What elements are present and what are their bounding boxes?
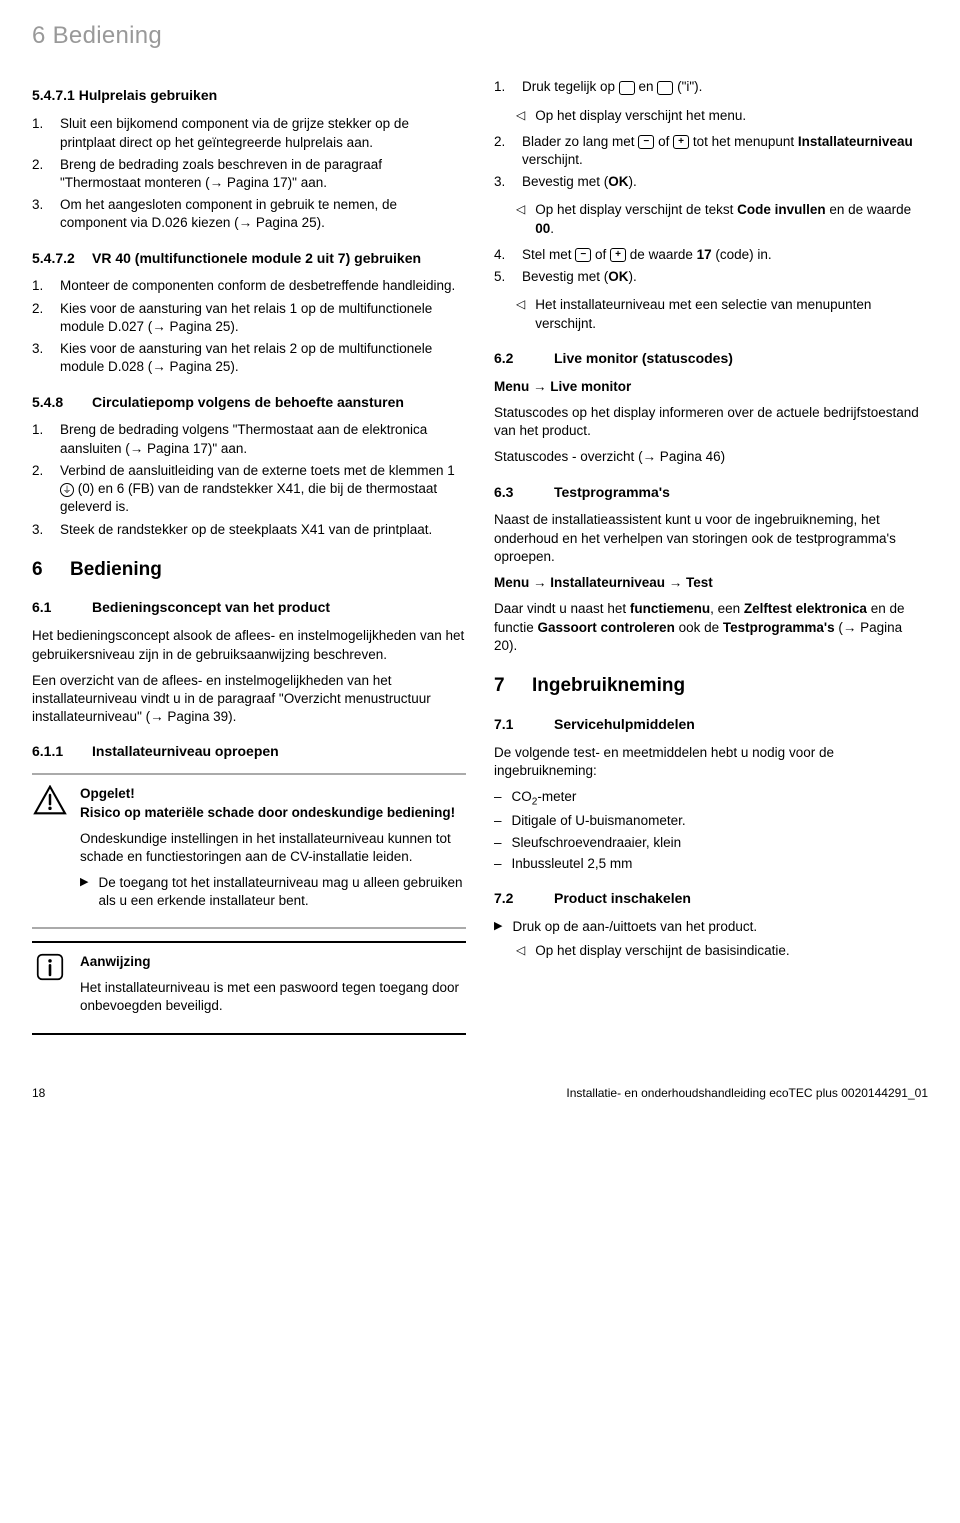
heading-548: 5.4.8 Circulatiepomp volgens de behoefte… — [32, 393, 466, 412]
list-tools: CO2-meter Ditigale of U-buismanometer. S… — [494, 788, 928, 873]
item: Sluit een bijkomend component via de gri… — [60, 115, 466, 151]
plus-icon: + — [673, 135, 689, 149]
list-item: CO2-meter — [512, 788, 577, 809]
paragraph: De volgende test- en meetmiddelen hebt u… — [494, 744, 928, 780]
heading-61: 6.1 Bedieningsconcept van het product — [32, 598, 466, 617]
page-footer: 18 Installatie- en onderhoudshandleiding… — [32, 1077, 928, 1101]
item: Kies voor de aansturing van het relais 2… — [60, 340, 466, 376]
item: Breng de bedrading volgens "Thermostaat … — [60, 421, 466, 457]
item: Breng de bedrading zoals beschreven in d… — [60, 156, 466, 192]
heading-611: 6.1.1 Installateurniveau oproepen — [32, 742, 466, 761]
heading-63: 6.3 Testprogramma's — [494, 483, 928, 502]
heading-5472: 5.4.7.2 VR 40 (multifunctionele module 2… — [32, 249, 466, 268]
warning-callout: Opgelet! Risico op materiële schade door… — [32, 773, 466, 928]
list-installer-steps: 1. Druk tegelijk op en ("i"). — [494, 78, 928, 96]
heading-5471: 5.4.7.1 Hulprelais gebruiken — [32, 86, 466, 105]
heading-62: 6.2 Live monitor (statuscodes) — [494, 349, 928, 368]
button-icon — [619, 81, 635, 95]
menu-path: Menu → Installateurniveau → Test — [494, 574, 928, 592]
list-item: Ditigale of U-buismanometer. — [512, 812, 686, 830]
paragraph: Het bedieningsconcept alsook de aflees- … — [32, 627, 466, 663]
list-item: Inbussleutel 2,5 mm — [512, 855, 633, 873]
action: Druk op de aan-/uittoets van het product… — [512, 918, 757, 936]
paragraph: Daar vindt u naast het functiemenu, een … — [494, 600, 928, 655]
step: Bevestig met (OK). — [522, 173, 928, 191]
warning-action: De toegang tot het installateurniveau ma… — [98, 874, 466, 910]
minus-icon: − — [575, 248, 591, 262]
result: Op het display verschijnt de basisindica… — [535, 942, 789, 960]
heading-71: 7.1 Servicehulpmiddelen — [494, 715, 928, 734]
item: Steek de randstekker op de steekplaats X… — [60, 521, 466, 539]
paragraph: Statuscodes op het display informeren ov… — [494, 404, 928, 440]
plus-icon: + — [610, 248, 626, 262]
item: Kies voor de aansturing van het relais 1… — [60, 300, 466, 336]
list-item: Sleufschroevendraaier, klein — [512, 834, 682, 852]
warning-title: Opgelet! — [80, 785, 466, 803]
heading-72: 7.2 Product inschakelen — [494, 889, 928, 908]
item: Verbind de aansluitleiding van de extern… — [60, 462, 466, 517]
earth-icon: ⏚ — [60, 483, 74, 497]
paragraph: Een overzicht van de aflees- en instelmo… — [32, 672, 466, 727]
step: Druk tegelijk op en ("i"). — [522, 78, 928, 96]
info-callout: Aanwijzing Het installateurniveau is met… — [32, 941, 466, 1036]
doc-id: Installatie- en onderhoudshandleiding ec… — [566, 1085, 928, 1101]
button-icon — [657, 81, 673, 95]
result: Op het display verschijnt het menu. — [535, 107, 746, 125]
result: Het installateurniveau met een selectie … — [535, 296, 928, 332]
list-5471: 1.Sluit een bijkomend component via de g… — [32, 115, 466, 232]
paragraph: Statuscodes - overzicht (→ Pagina 46) — [494, 448, 928, 466]
warning-text: Ondeskundige instellingen in het install… — [80, 830, 466, 866]
page-number: 18 — [32, 1085, 45, 1101]
info-title: Aanwijzing — [80, 953, 466, 971]
result: Op het display verschijnt de tekst Code … — [535, 201, 928, 237]
step: Stel met − of + de waarde 17 (code) in. — [522, 246, 928, 264]
item: Monteer de componenten conform de desbet… — [60, 277, 466, 295]
item: Om het aangesloten component in gebruik … — [60, 196, 466, 232]
list-548: 1.Breng de bedrading volgens "Thermostaa… — [32, 421, 466, 538]
step: Blader zo lang met − of + tot het menupu… — [522, 133, 928, 169]
step: Bevestig met (OK). — [522, 268, 928, 286]
menu-path: Menu → Live monitor — [494, 378, 928, 396]
info-text: Het installateurniveau is met een paswoo… — [80, 979, 466, 1015]
warning-icon — [33, 785, 67, 815]
paragraph: Naast de installatieassistent kunt u voo… — [494, 511, 928, 566]
right-column: 1. Druk tegelijk op en ("i"). Op het dis… — [494, 72, 928, 1047]
list-5472: 1.Monteer de componenten conform de desb… — [32, 277, 466, 376]
warning-subtitle: Risico op materiële schade door ondeskun… — [80, 804, 466, 822]
info-icon — [36, 953, 64, 981]
heading-7: 7 Ingebruikneming — [494, 673, 928, 699]
minus-icon: − — [638, 135, 654, 149]
left-column: 5.4.7.1 Hulprelais gebruiken 1.Sluit een… — [32, 72, 466, 1047]
page-header: 6 Bediening — [32, 20, 928, 52]
heading-6: 6 Bediening — [32, 557, 466, 583]
